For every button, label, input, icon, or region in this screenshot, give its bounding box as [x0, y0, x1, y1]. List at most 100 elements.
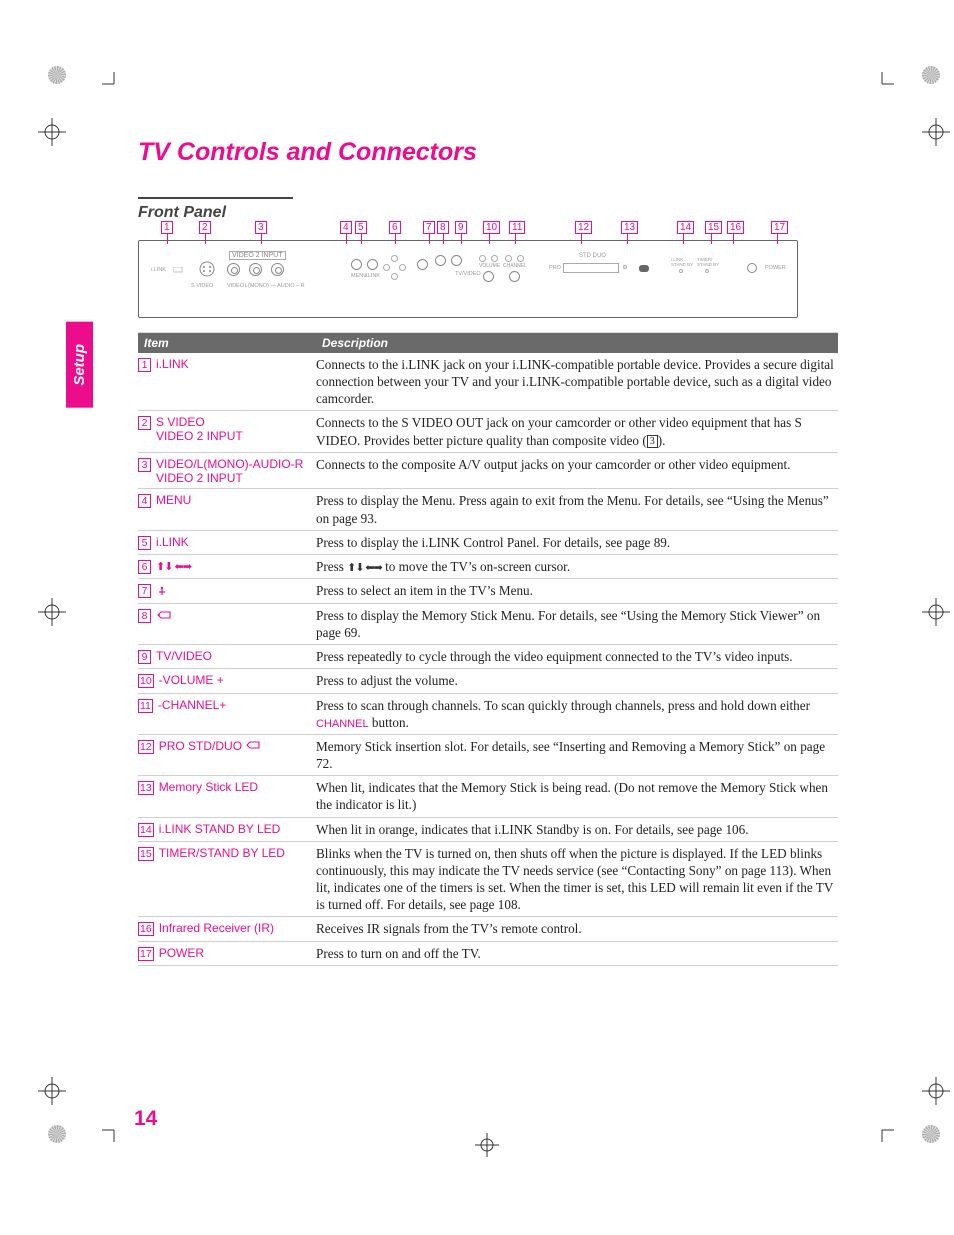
item-cell: 4 MENU — [138, 492, 316, 526]
item-number: 3 — [138, 458, 151, 472]
btn-ilink — [367, 259, 378, 270]
jack-audio-r — [271, 263, 284, 276]
item-label: -CHANNEL+ — [158, 699, 316, 713]
callout-15: 15 — [705, 221, 722, 234]
item-number: 10 — [138, 674, 154, 688]
item-cell: 2S VIDEOVIDEO 2 INPUT — [138, 414, 316, 448]
desc-cell: Press to display the Memory Stick Menu. … — [316, 607, 838, 641]
callout-16: 16 — [727, 221, 744, 234]
callout-1: 1 — [161, 221, 173, 234]
section-heading: Front Panel — [138, 197, 293, 222]
desc-cell: Press to select an item in the TV’s Menu… — [316, 582, 838, 600]
table-row: 8 Press to display the Memory Stick Menu.… — [138, 604, 838, 645]
item-cell: 13Memory Stick LED — [138, 779, 316, 813]
callout-4: 4 — [340, 221, 352, 234]
item-label: POWER — [159, 947, 316, 961]
btn-menu — [351, 259, 362, 270]
memstick-led — [623, 265, 627, 269]
corner-ornament — [48, 66, 72, 90]
item-cell: 17POWER — [138, 945, 316, 962]
item-label — [156, 609, 316, 625]
btn-memstick — [435, 255, 446, 266]
table-header: Item Description — [138, 333, 838, 353]
item-label: i.LINK — [156, 536, 316, 550]
item-number: 2 — [138, 416, 151, 430]
callout-17: 17 — [771, 221, 788, 234]
item-label: -VOLUME + — [159, 674, 316, 688]
label-audio: L(MONO) — AUDIO – R — [245, 283, 305, 289]
table-row: 7 Press to select an item in the TV’s Men… — [138, 579, 838, 604]
item-label — [156, 584, 316, 600]
desc-cell: When lit in orange, indicates that i.LIN… — [316, 821, 838, 838]
btn-tvvideo — [451, 255, 462, 266]
item-cell: 9TV/VIDEO — [138, 648, 316, 665]
callout-13: 13 — [621, 221, 638, 234]
item-number: 1 — [138, 358, 151, 372]
crop-mark — [870, 72, 894, 101]
corner-ornament — [922, 66, 946, 90]
table-row: 4 MENUPress to display the Menu. Press ag… — [138, 489, 838, 530]
callout-10: 10 — [483, 221, 500, 234]
controls-table: Item Description 1i.LINKConnects to the … — [138, 332, 838, 966]
item-number: 11 — [138, 699, 153, 713]
desc-cell: Press to display the Menu. Press again t… — [316, 492, 838, 526]
registration-mark — [472, 1130, 502, 1165]
table-row: 11-CHANNEL+Press to scan through channel… — [138, 694, 838, 735]
item-label: ⬆⬇ ⬅➡ — [156, 560, 316, 574]
item-cell: 8 — [138, 607, 316, 641]
item-cell: 11 -CHANNEL+ — [138, 697, 316, 731]
btn-power — [747, 263, 757, 273]
item-number: 4 — [138, 494, 151, 508]
ilink-standby-led — [679, 269, 683, 273]
corner-ornament — [48, 1125, 72, 1149]
registration-mark — [912, 588, 954, 636]
table-row: 13Memory Stick LEDWhen lit, indicates th… — [138, 776, 838, 817]
label-ilink: i.LINK — [151, 267, 166, 273]
corner-ornament — [922, 1125, 946, 1149]
registration-mark — [28, 108, 76, 156]
side-tab-setup: Setup — [66, 322, 93, 408]
item-cell: 1i.LINK — [138, 356, 316, 407]
registration-mark — [28, 1067, 76, 1115]
crop-mark — [870, 1118, 894, 1147]
item-number: 5 — [138, 536, 151, 550]
desc-cell: Memory Stick insertion slot. For details… — [316, 738, 838, 772]
table-row: 9TV/VIDEOPress repeatedly to cycle throu… — [138, 645, 838, 669]
table-row: 2S VIDEOVIDEO 2 INPUTConnects to the S V… — [138, 411, 838, 452]
table-row: 17POWERPress to turn on and off the TV. — [138, 942, 838, 966]
table-row: 16Infrared Receiver (IR)Receives IR sign… — [138, 917, 838, 941]
item-label: i.LINK STAND BY LED — [159, 823, 316, 837]
item-number: 6 — [138, 560, 151, 574]
ir-receiver — [639, 265, 649, 272]
callout-3: 3 — [255, 221, 267, 234]
callout-12: 12 — [575, 221, 592, 234]
table-row: 10-VOLUME +Press to adjust the volume. — [138, 669, 838, 693]
callout-14: 14 — [677, 221, 694, 234]
table-row: 14i.LINK STAND BY LEDWhen lit in orange,… — [138, 818, 838, 842]
desc-cell: Connects to the composite A/V output jac… — [316, 456, 838, 486]
desc-cell: Receives IR signals from the TV’s remote… — [316, 920, 838, 937]
table-row: 3VIDEO/L(MONO)-AUDIO-RVIDEO 2 INPUTConne… — [138, 453, 838, 490]
callout-5: 5 — [355, 221, 367, 234]
desc-cell: Press to turn on and off the TV. — [316, 945, 838, 962]
desc-cell: Blinks when the TV is turned on, then sh… — [316, 845, 838, 914]
table-row: 15TIMER/STAND BY LEDBlinks when the TV i… — [138, 842, 838, 918]
callout-7: 7 — [423, 221, 435, 234]
item-number: 7 — [138, 584, 151, 598]
item-number: 9 — [138, 650, 151, 664]
item-label: MENU — [156, 494, 316, 508]
item-number: 13 — [138, 781, 154, 795]
desc-cell: Press ⬆⬇ ⬅➡ to move the TV’s on-screen c… — [316, 558, 838, 575]
btn-select — [417, 259, 428, 270]
item-number: 12 — [138, 740, 154, 754]
header-desc: Description — [322, 336, 388, 350]
header-item: Item — [144, 336, 322, 350]
item-number: 8 — [138, 609, 151, 623]
label-video: VIDEO — [227, 283, 244, 289]
item-cell: 14i.LINK STAND BY LED — [138, 821, 316, 838]
table-row: 6 ⬆⬇ ⬅➡Press ⬆⬇ ⬅➡ to move the TV’s on-sc… — [138, 555, 838, 579]
jack-audio-l — [249, 263, 262, 276]
item-cell: 12PRO STD/DUO — [138, 738, 316, 772]
item-number: 15 — [138, 847, 154, 861]
desc-cell: Press to display the i.LINK Control Pane… — [316, 534, 838, 551]
